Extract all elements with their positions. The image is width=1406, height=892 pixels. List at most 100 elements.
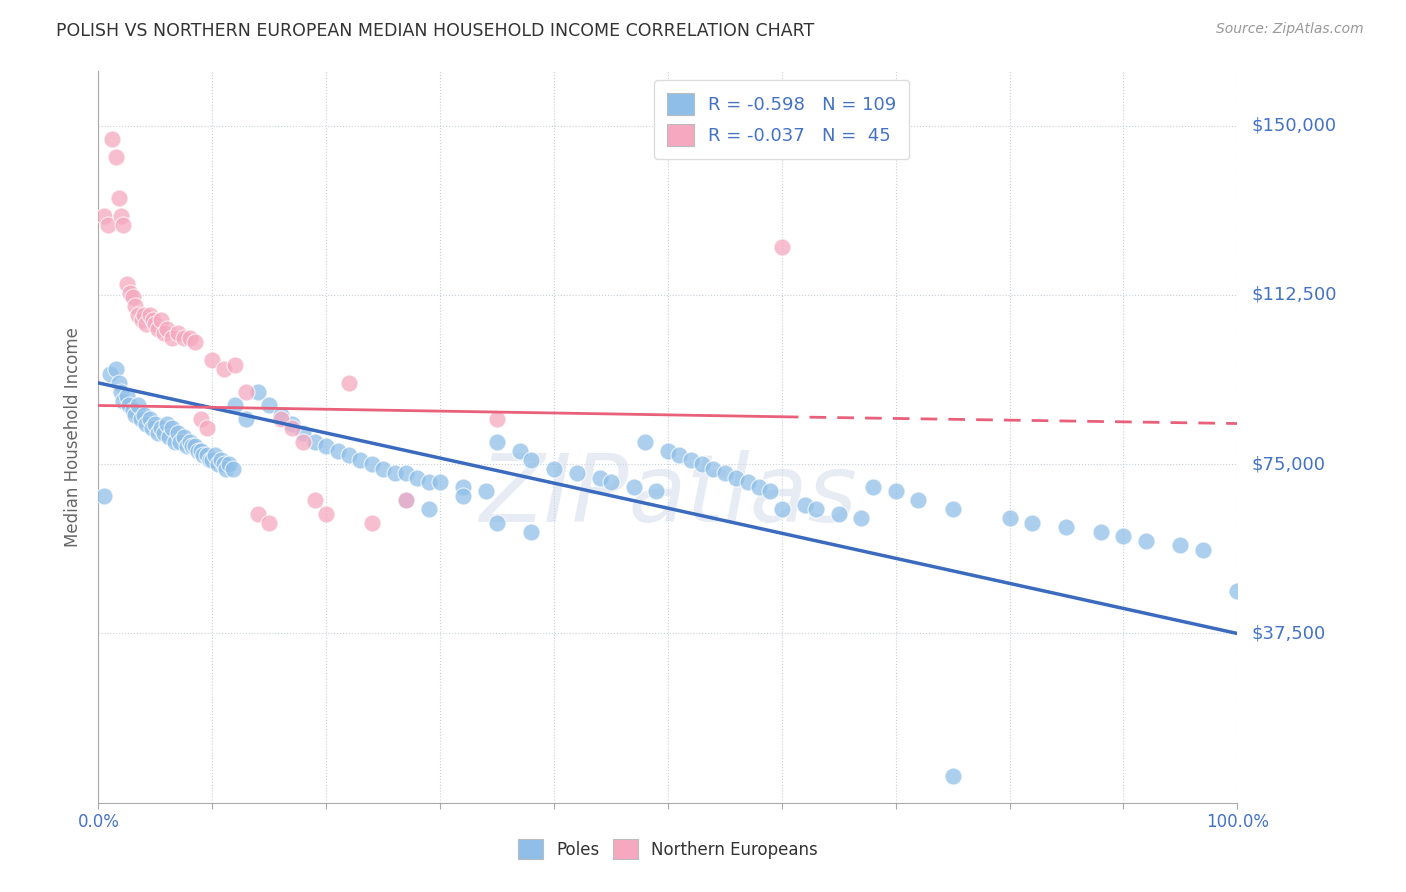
Point xyxy=(115,389,138,403)
Point xyxy=(184,439,207,453)
Point xyxy=(141,421,163,435)
Point xyxy=(110,384,132,399)
Legend: Poles, Northern Europeans: Poles, Northern Europeans xyxy=(509,830,827,868)
Point xyxy=(131,312,153,326)
Point xyxy=(209,452,232,467)
Point xyxy=(315,439,337,453)
Point xyxy=(1054,520,1078,534)
Point xyxy=(193,448,215,462)
Point xyxy=(349,452,371,467)
Point xyxy=(138,412,160,426)
Point xyxy=(337,376,360,390)
Point xyxy=(395,493,418,508)
Point xyxy=(360,516,382,530)
Point xyxy=(451,489,474,503)
Point xyxy=(132,308,155,322)
Point xyxy=(384,466,406,480)
Point xyxy=(145,417,167,431)
Point xyxy=(127,399,149,413)
Point xyxy=(98,367,121,381)
Point xyxy=(162,331,184,345)
Text: $112,500: $112,500 xyxy=(1251,285,1337,304)
Text: Source: ZipAtlas.com: Source: ZipAtlas.com xyxy=(1216,22,1364,37)
Text: ZIPatlas: ZIPatlas xyxy=(479,450,856,541)
Point xyxy=(486,412,509,426)
Point xyxy=(942,502,965,516)
Point xyxy=(645,484,668,499)
Point xyxy=(201,353,224,368)
Point xyxy=(186,443,208,458)
Point xyxy=(395,466,418,480)
Point xyxy=(406,471,429,485)
Point xyxy=(96,218,118,232)
Point xyxy=(121,290,143,304)
Point xyxy=(235,384,257,399)
Point xyxy=(486,516,509,530)
Point xyxy=(150,421,173,435)
Point xyxy=(190,443,212,458)
Point xyxy=(259,399,281,413)
Text: $75,000: $75,000 xyxy=(1251,455,1326,473)
Text: $37,500: $37,500 xyxy=(1251,624,1326,642)
Point xyxy=(337,448,360,462)
Point xyxy=(179,331,201,345)
Point xyxy=(259,516,281,530)
Point xyxy=(235,412,257,426)
Point xyxy=(198,452,221,467)
Point xyxy=(679,452,702,467)
Point xyxy=(184,335,207,350)
Point xyxy=(292,434,315,449)
Point xyxy=(304,493,326,508)
Point xyxy=(1135,533,1157,548)
Point xyxy=(759,484,782,499)
Point xyxy=(714,466,737,480)
Point xyxy=(418,475,440,490)
Point xyxy=(157,430,180,444)
Point xyxy=(218,457,240,471)
Point xyxy=(907,493,929,508)
Point xyxy=(180,439,202,453)
Point xyxy=(1226,583,1249,598)
Point xyxy=(156,417,179,431)
Point xyxy=(115,277,138,291)
Point xyxy=(135,317,157,331)
Point xyxy=(395,493,418,508)
Point xyxy=(429,475,451,490)
Point xyxy=(1112,529,1135,543)
Point xyxy=(145,317,167,331)
Point xyxy=(281,417,304,431)
Point xyxy=(304,434,326,449)
Point xyxy=(851,511,873,525)
Point xyxy=(520,524,543,539)
Point xyxy=(998,511,1021,525)
Point xyxy=(150,312,173,326)
Point xyxy=(179,434,201,449)
Point xyxy=(173,430,195,444)
Point xyxy=(326,443,349,458)
Point xyxy=(201,452,224,467)
Y-axis label: Median Household Income: Median Household Income xyxy=(65,327,83,547)
Point xyxy=(142,312,165,326)
Point xyxy=(112,394,135,409)
Point xyxy=(110,209,132,223)
Point xyxy=(167,326,190,341)
Point xyxy=(195,421,218,435)
Point xyxy=(127,308,149,322)
Point xyxy=(1090,524,1112,539)
Point xyxy=(195,448,218,462)
Point xyxy=(132,408,155,422)
Text: $150,000: $150,000 xyxy=(1251,117,1336,135)
Point xyxy=(371,461,394,475)
Point xyxy=(600,475,623,490)
Point xyxy=(1021,516,1043,530)
Point xyxy=(146,425,169,440)
Point xyxy=(190,412,212,426)
Point xyxy=(474,484,496,499)
Point xyxy=(748,480,770,494)
Point xyxy=(315,507,337,521)
Point xyxy=(167,425,190,440)
Point xyxy=(737,475,759,490)
Point xyxy=(270,408,292,422)
Point xyxy=(828,507,851,521)
Point xyxy=(509,443,531,458)
